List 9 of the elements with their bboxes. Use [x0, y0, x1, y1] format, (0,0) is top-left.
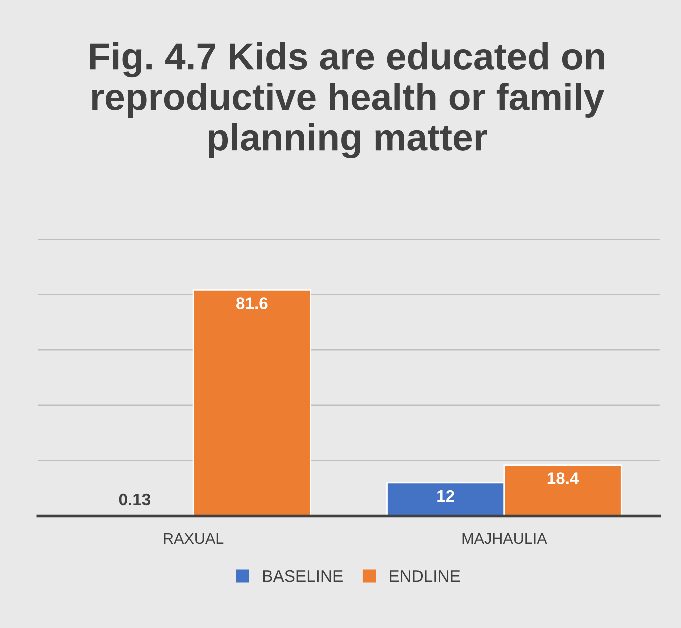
x-tick-label: MAJHAULIA: [462, 533, 548, 544]
x-tick-label: RAXUAL: [164, 533, 224, 544]
legend-label: BASELINE: [264, 570, 343, 582]
data-label: 18.4: [548, 472, 580, 484]
data-label: 12: [438, 490, 454, 502]
data-label: 81.6: [236, 298, 268, 310]
data-label: 0.13: [119, 494, 151, 506]
legend-label: ENDLINE: [390, 570, 460, 582]
chart-title: Fig. 4.7 Kids are educated on reproductive health or family planning matter: [90, 42, 604, 159]
